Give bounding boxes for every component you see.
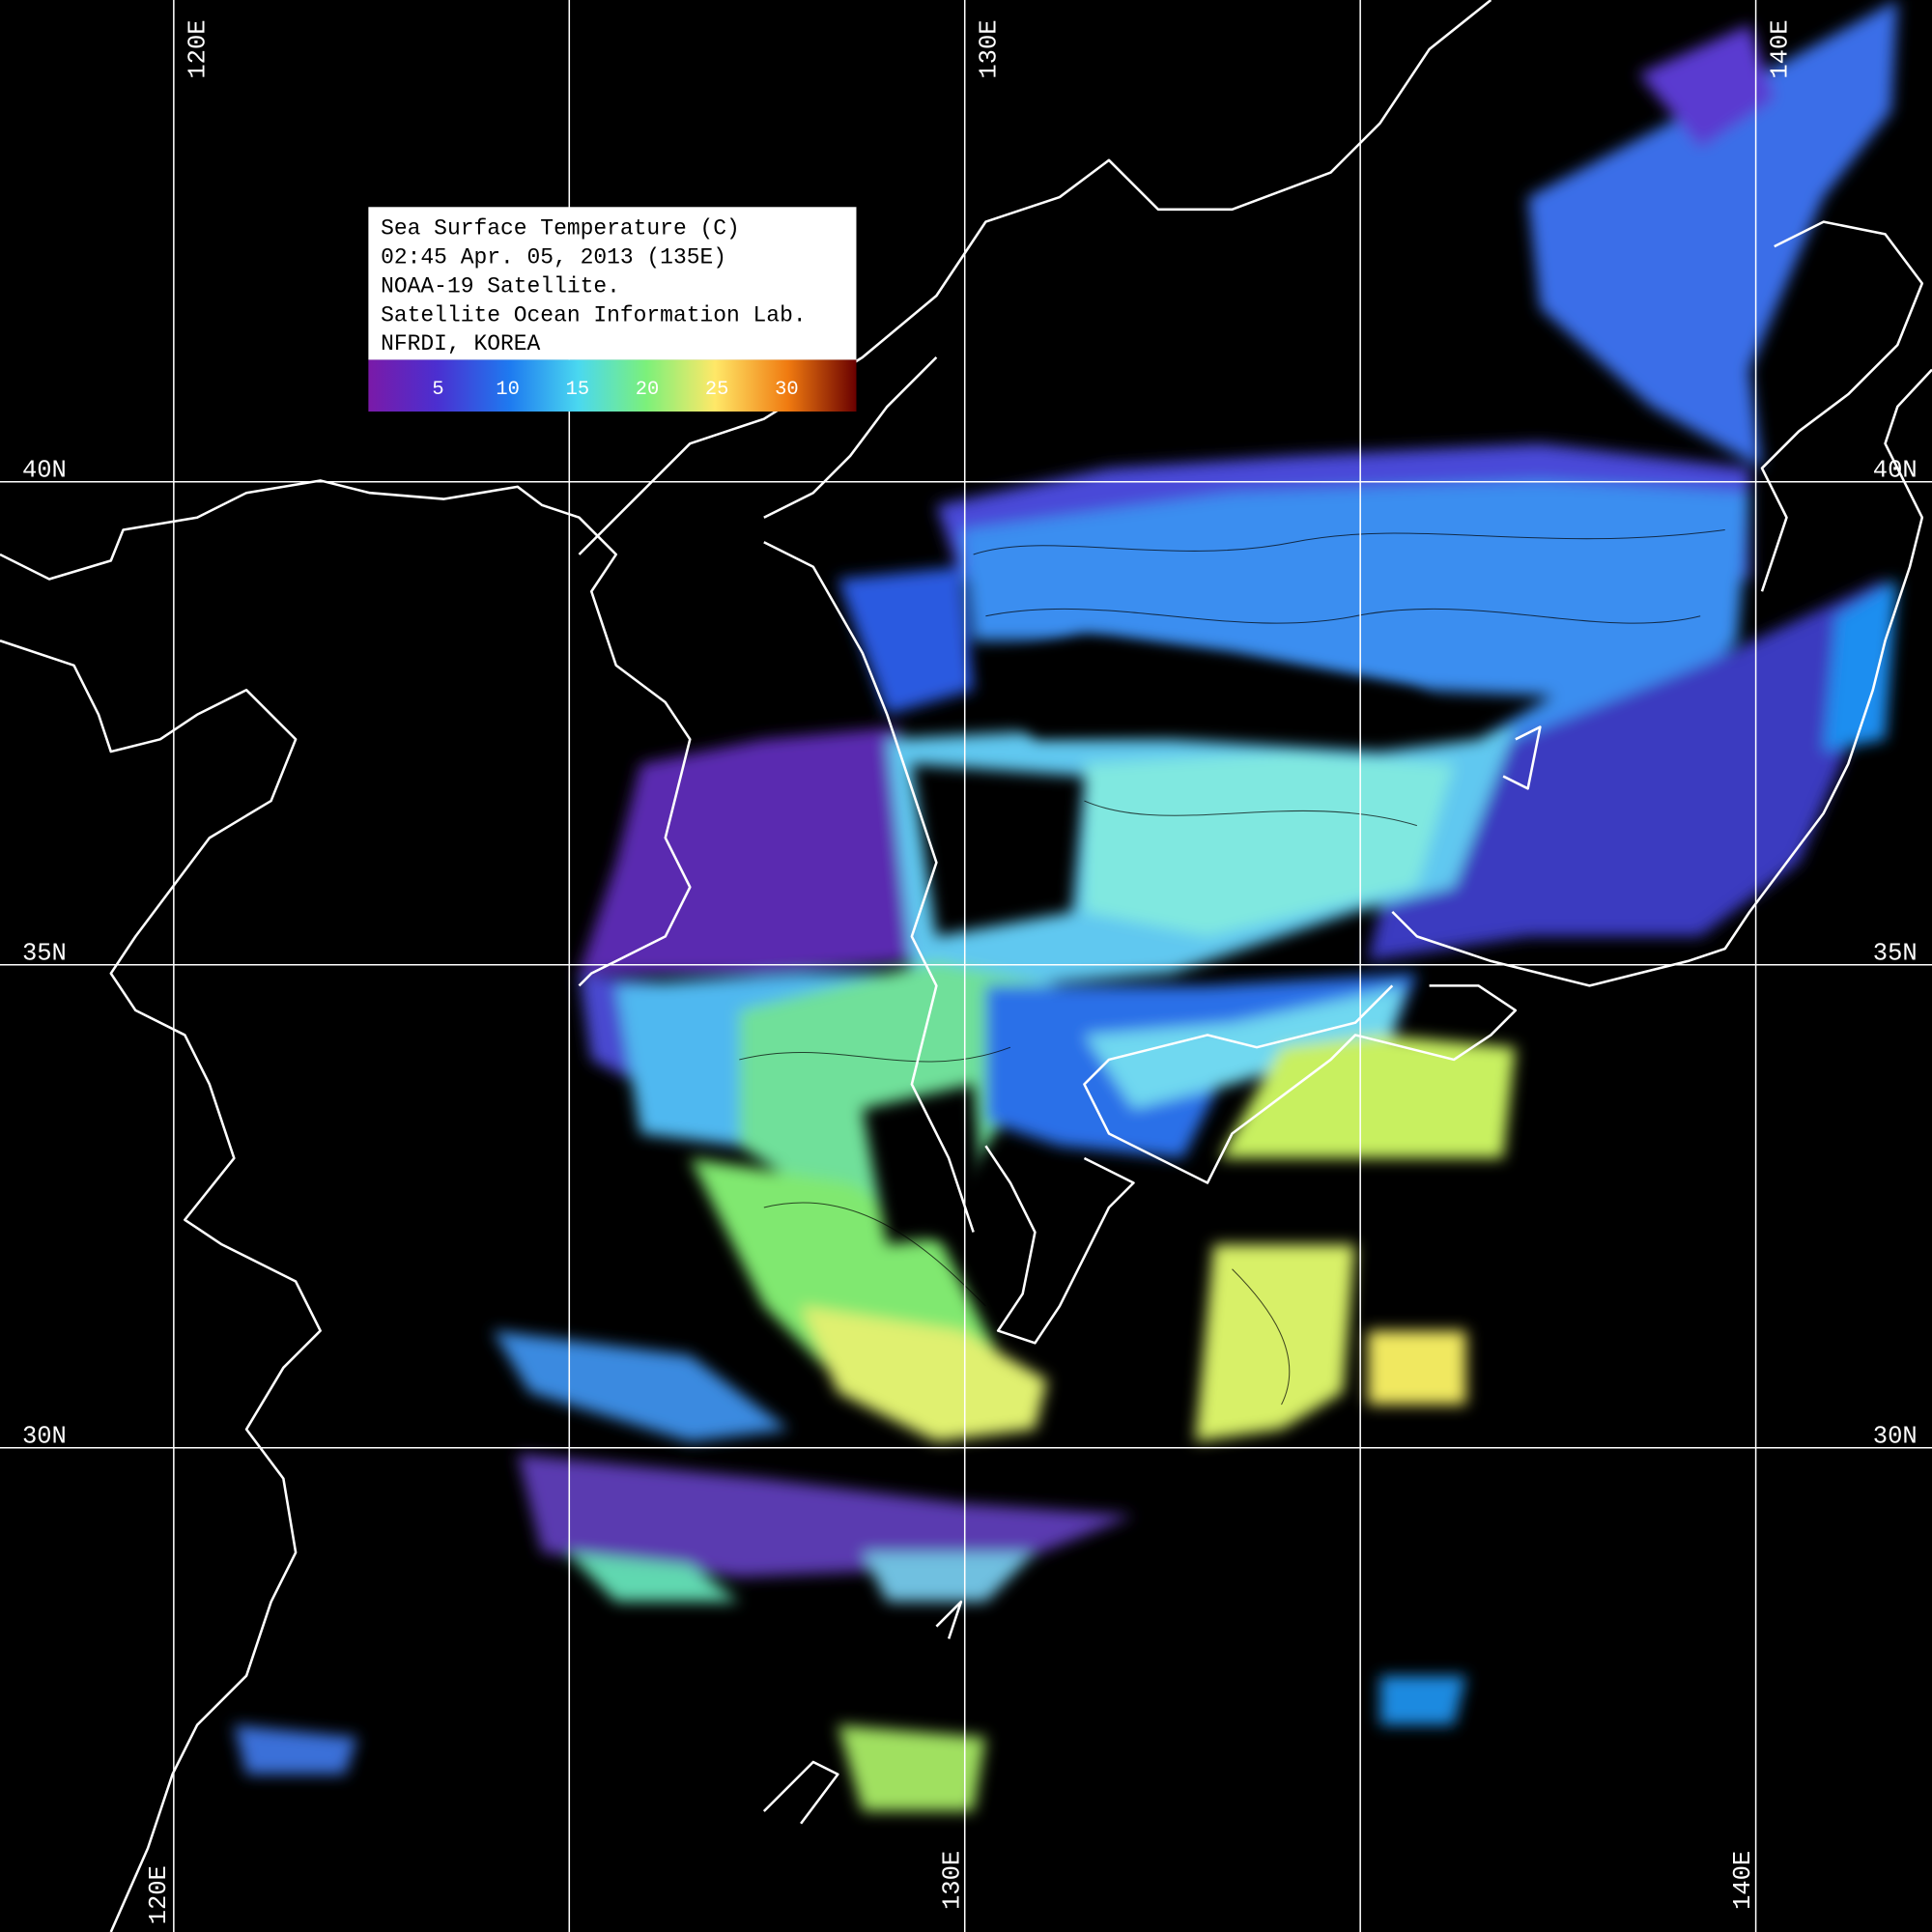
colorbar-tick-label: 15 <box>566 379 589 401</box>
lon-label: 130E <box>938 1851 966 1910</box>
colorbar-tick-label: 20 <box>636 379 659 401</box>
legend-line: Satellite Ocean Information Lab. <box>381 302 806 327</box>
lon-label: 140E <box>1729 1851 1757 1910</box>
colorbar-tick-label: 25 <box>705 379 728 401</box>
legend-line: NOAA-19 Satellite. <box>381 273 620 298</box>
legend-box <box>368 207 857 360</box>
lat-label: 30N <box>22 1423 67 1451</box>
grid-labels: 120E 130E 140E 120E 130E 140E 40N 35N 30… <box>22 19 1918 1924</box>
lon-label: 120E <box>145 1865 173 1924</box>
cloud-mask <box>665 504 1553 1245</box>
colorbar <box>368 359 857 412</box>
colorbar-tick-label: 30 <box>775 379 798 401</box>
lon-label: 130E <box>976 19 1004 78</box>
lon-label: 140E <box>1766 19 1794 78</box>
legend: Sea Surface Temperature (C) 02:45 Apr. 05… <box>368 207 857 412</box>
lat-label: 30N <box>1873 1423 1918 1451</box>
legend-line: NFRDI, KOREA <box>381 331 540 356</box>
lon-label: 120E <box>185 19 213 78</box>
isotherms <box>739 528 1725 1406</box>
lat-label: 35N <box>1873 940 1918 968</box>
lat-label: 40N <box>22 457 67 485</box>
lat-label: 40N <box>1873 457 1918 485</box>
legend-line: Sea Surface Temperature (C) <box>381 215 740 241</box>
colorbar-tick-label: 10 <box>496 379 519 401</box>
legend-line: 02:45 Apr. 05, 2013 (135E) <box>381 244 726 270</box>
lat-label: 35N <box>22 940 67 968</box>
colorbar-tick-label: 5 <box>432 379 443 401</box>
